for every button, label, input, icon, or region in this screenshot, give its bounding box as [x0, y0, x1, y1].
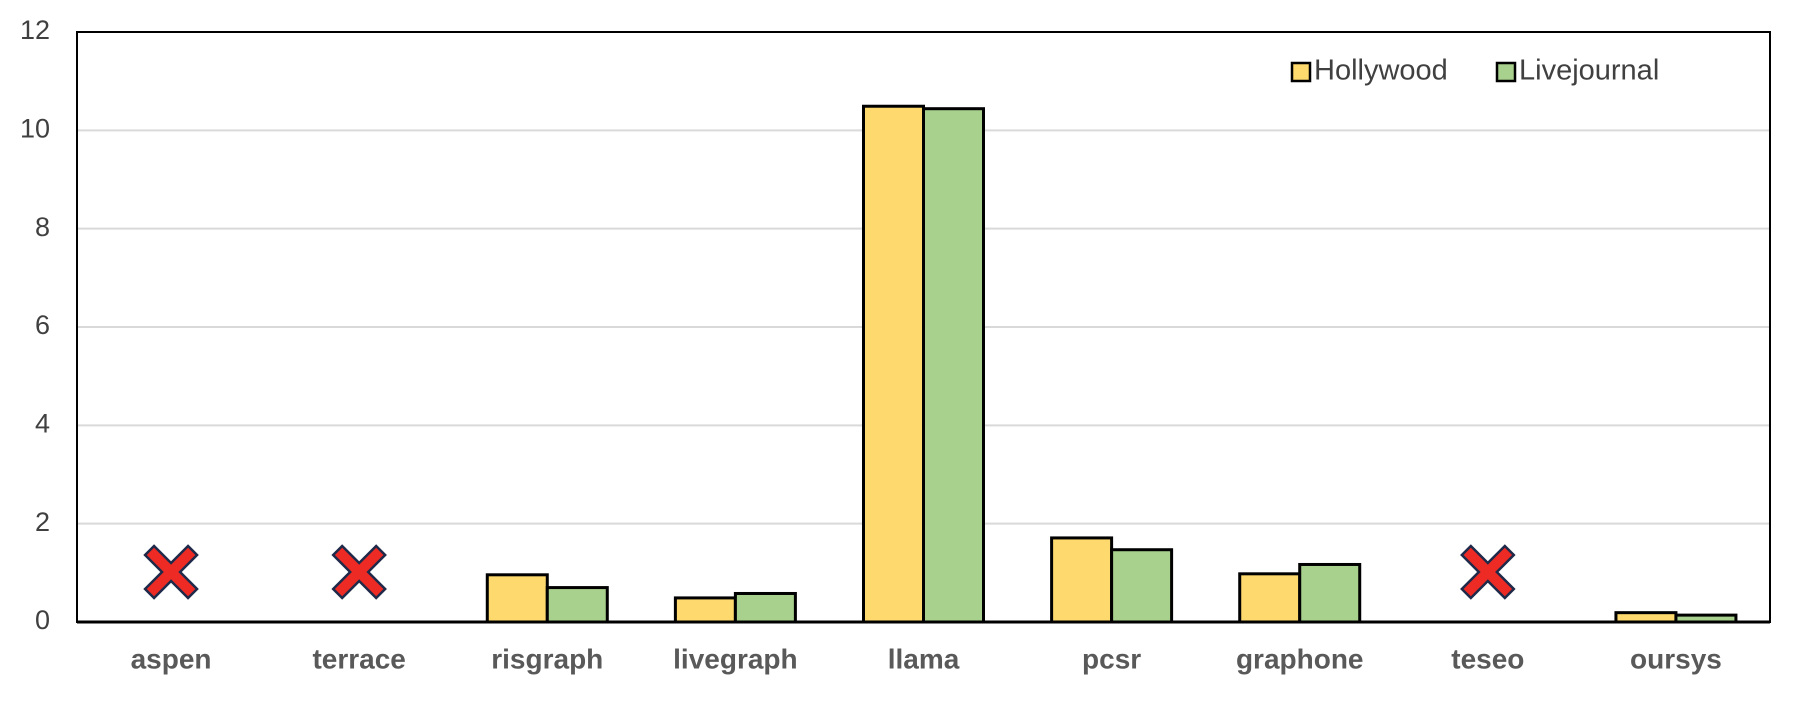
bar	[1110, 548, 1174, 624]
missing-marker	[1460, 544, 1516, 600]
legend-label: Hollywood	[1314, 55, 1448, 87]
y-tick-label: 12	[20, 15, 50, 45]
x-tick-label: oursys	[1630, 643, 1722, 674]
x-tick-label: livegraph	[673, 643, 797, 674]
y-tick-label: 8	[35, 212, 50, 242]
bar	[485, 573, 549, 624]
x-tick-label: graphone	[1236, 643, 1364, 674]
y-tick-label: 0	[35, 605, 50, 635]
legend-swatch	[1495, 61, 1517, 83]
x-tick-label: llama	[888, 643, 960, 674]
bar	[1298, 562, 1362, 624]
legend-swatch	[1290, 61, 1312, 83]
bar	[862, 104, 925, 624]
legend-label: Livejournal	[1519, 55, 1659, 87]
bar	[1238, 572, 1302, 624]
bar	[1050, 536, 1114, 624]
bar	[673, 596, 737, 624]
x-tick-label: aspen	[131, 643, 212, 674]
x-tick-label: terrace	[312, 643, 405, 674]
x-tick-label: pcsr	[1082, 643, 1141, 674]
y-tick-label: 6	[35, 310, 50, 340]
missing-marker	[143, 544, 199, 600]
y-tick-label: 4	[35, 408, 50, 438]
y-tick-label: 10	[20, 113, 50, 143]
x-tick-label: risgraph	[491, 643, 603, 674]
missing-marker	[331, 544, 387, 600]
bar	[922, 107, 985, 624]
bar	[545, 586, 609, 624]
y-tick-label: 2	[35, 507, 50, 537]
bar	[733, 591, 797, 624]
x-tick-label: teseo	[1451, 643, 1524, 674]
